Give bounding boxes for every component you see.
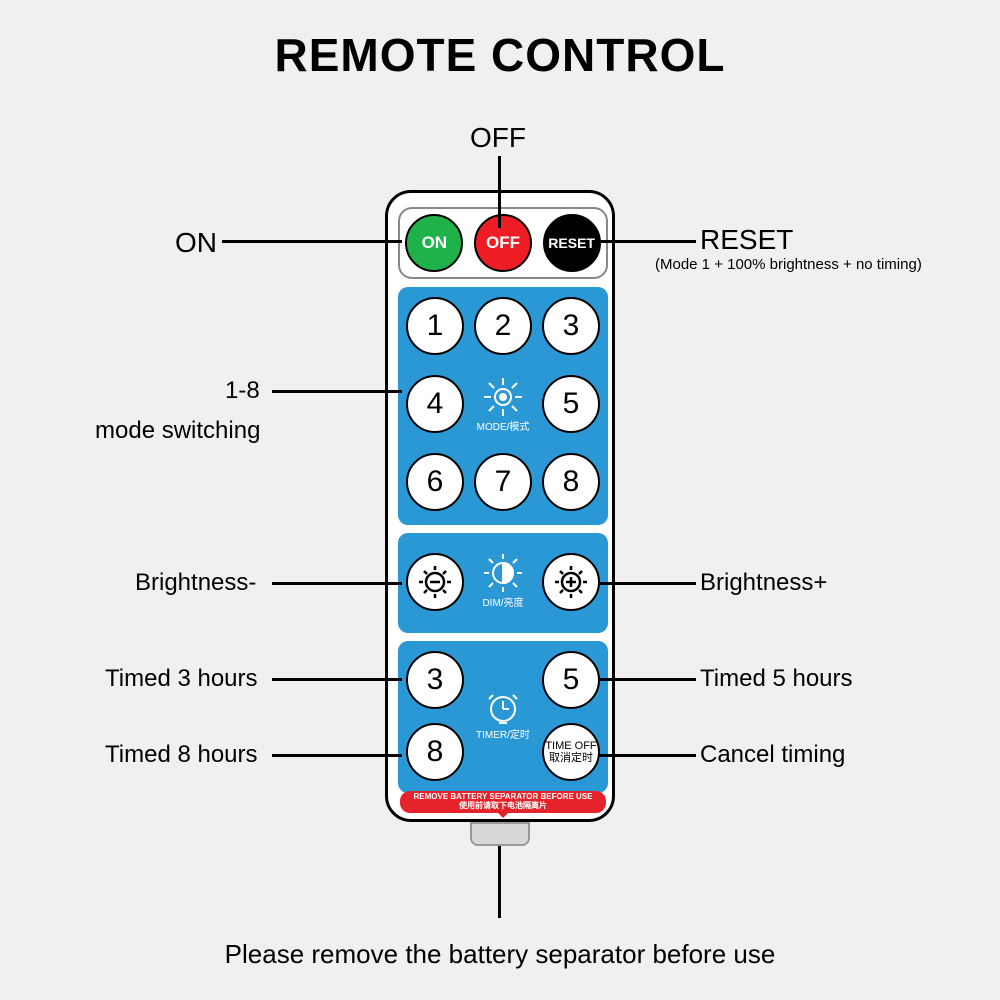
mode-icon-label: MODE/模式 <box>477 422 530 433</box>
off-button[interactable]: OFF <box>474 214 532 272</box>
timer-off-label-1: TIME OFF <box>545 740 596 752</box>
mode-8-button[interactable]: 8 <box>542 453 600 511</box>
timer-off-label-2: 取消定时 <box>549 752 593 764</box>
callout-bminus: Brightness- <box>135 568 256 598</box>
timer-off-button[interactable]: TIME OFF 取消定时 <box>542 723 600 781</box>
callout-on: ON <box>175 225 217 260</box>
callout-off: OFF <box>470 120 526 155</box>
brightness-up-button[interactable] <box>542 553 600 611</box>
battery-tab <box>470 822 530 846</box>
callout-t5: Timed 5 hours <box>700 664 853 694</box>
brightness-down-button[interactable] <box>406 553 464 611</box>
page-title: REMOTE CONTROL <box>0 28 1000 82</box>
callout-bottom: Please remove the battery separator befo… <box>0 939 1000 970</box>
remote-body: ON OFF RESET 1 2 3 4 <box>385 190 615 822</box>
dim-icon-label: DIM/亮度 <box>482 598 523 609</box>
timer-8h-button[interactable]: 8 <box>406 723 464 781</box>
callout-modes-line <box>272 390 402 393</box>
callout-reset: RESET <box>700 222 793 257</box>
mode-7-button[interactable]: 7 <box>474 453 532 511</box>
modes-panel: 1 2 3 4 MODE/模式 5 6 <box>398 287 608 525</box>
battery-strip: REMOVE BATTERY SEPARATOR BEFORE USE 使用前请… <box>400 791 606 813</box>
timer-3h-button[interactable]: 3 <box>406 651 464 709</box>
mode-1-button[interactable]: 1 <box>406 297 464 355</box>
dim-icon: DIM/亮度 <box>468 551 538 610</box>
on-button[interactable]: ON <box>405 214 463 272</box>
mode-4-button[interactable]: 4 <box>406 375 464 433</box>
mode-6-button[interactable]: 6 <box>406 453 464 511</box>
callout-modes-l1: 1-8 <box>225 376 260 406</box>
power-row: ON OFF RESET <box>398 207 608 279</box>
reset-button-label: RESET <box>548 235 595 251</box>
callout-t5-line <box>598 678 696 681</box>
timer-5h-button[interactable]: 5 <box>542 651 600 709</box>
timer-icon: TIMER/定时 <box>468 687 538 742</box>
reset-button[interactable]: RESET <box>543 214 601 272</box>
callout-reset-sub: (Mode 1 + 100% brightness + no timing) <box>655 256 922 275</box>
mode-3-button[interactable]: 3 <box>542 297 600 355</box>
callout-bplus: Brightness+ <box>700 568 827 598</box>
callout-t8: Timed 8 hours <box>105 740 258 770</box>
callout-t8-line <box>272 754 402 757</box>
callout-off-line <box>498 156 501 228</box>
callout-cancel: Cancel timing <box>700 740 845 770</box>
timer-icon-label: TIMER/定时 <box>476 730 530 741</box>
callout-t3-line <box>272 678 402 681</box>
battery-strip-line2: 使用前请取下电池隔离片 <box>459 802 547 811</box>
callout-on-line <box>222 240 402 243</box>
mode-2-button[interactable]: 2 <box>474 297 532 355</box>
callout-reset-line <box>598 240 696 243</box>
callout-bottom-line <box>498 846 501 918</box>
callout-bminus-line <box>272 582 402 585</box>
sun-plus-icon <box>551 562 591 602</box>
sun-minus-icon <box>415 562 455 602</box>
callout-cancel-line <box>598 754 696 757</box>
callout-bplus-line <box>598 582 696 585</box>
timer-panel: 3 5 TIMER/定时 8 TIME OFF 取消定时 <box>398 641 608 793</box>
dim-panel: DIM/亮度 <box>398 533 608 633</box>
callout-t3: Timed 3 hours <box>105 664 258 694</box>
off-button-label: OFF <box>486 233 520 253</box>
on-button-label: ON <box>422 233 448 253</box>
mode-icon: MODE/模式 <box>468 375 538 434</box>
callout-modes-l2: mode switching <box>95 416 260 446</box>
mode-5-button[interactable]: 5 <box>542 375 600 433</box>
battery-arrow-icon <box>497 812 509 818</box>
